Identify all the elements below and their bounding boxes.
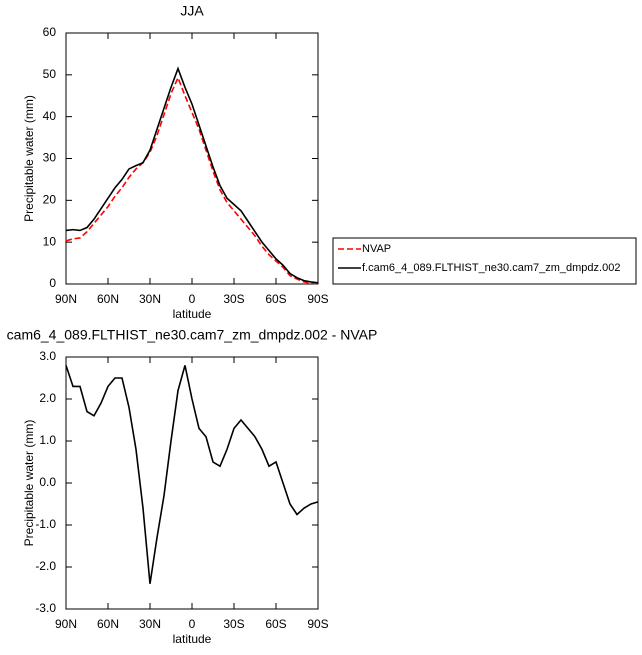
x-tick-label: 60S bbox=[265, 617, 286, 631]
x-tick-label: 30N bbox=[139, 292, 161, 306]
y-axis-label: Precipitable water (mm) bbox=[22, 95, 36, 222]
x-tick-label: 30S bbox=[223, 292, 244, 306]
chart-title: JJA bbox=[180, 3, 204, 19]
y-tick-label: 50 bbox=[43, 67, 57, 81]
x-tick-label: 90S bbox=[307, 617, 328, 631]
x-tick-label: 90S bbox=[307, 292, 328, 306]
y-tick-label: 0.0 bbox=[39, 475, 56, 489]
x-tick-label: 0 bbox=[189, 617, 196, 631]
y-tick-label: 60 bbox=[43, 25, 57, 39]
x-tick-label: 60N bbox=[97, 292, 119, 306]
x-tick-label: 30S bbox=[223, 617, 244, 631]
x-tick-label: 0 bbox=[189, 292, 196, 306]
x-tick-label: 60N bbox=[97, 617, 119, 631]
y-tick-label: 10 bbox=[43, 234, 57, 248]
data-line bbox=[65, 66, 319, 284]
x-axis-label: latitude bbox=[173, 307, 212, 321]
y-tick-label: 3.0 bbox=[39, 349, 56, 363]
x-tick-label: 90N bbox=[55, 617, 77, 631]
legend-label: NVAP bbox=[362, 243, 391, 255]
x-axis-label: latitude bbox=[173, 632, 212, 646]
chart-title: cam6_4_089.FLTHIST_ne30.cam7_zm_dmpdz.00… bbox=[7, 327, 378, 343]
y-tick-label: 1.0 bbox=[39, 433, 56, 447]
y-tick-label: 0 bbox=[49, 276, 56, 290]
y-tick-label: 30 bbox=[43, 151, 57, 165]
data-line bbox=[65, 365, 319, 584]
y-tick-label: -3.0 bbox=[35, 601, 56, 615]
data-line bbox=[65, 75, 319, 285]
y-tick-label: 40 bbox=[43, 109, 57, 123]
x-tick-label: 60S bbox=[265, 292, 286, 306]
y-tick-label: -1.0 bbox=[35, 517, 56, 531]
y-axis-label: Precipitable water (mm) bbox=[22, 420, 36, 547]
plot-frame bbox=[65, 32, 319, 285]
y-tick-label: 2.0 bbox=[39, 391, 56, 405]
x-tick-label: 90N bbox=[55, 292, 77, 306]
legend-label: f.cam6_4_089.FLTHIST_ne30.cam7_zm_dmpdz.… bbox=[362, 262, 620, 274]
x-tick-label: 30N bbox=[139, 617, 161, 631]
y-tick-label: 20 bbox=[43, 193, 57, 207]
y-tick-label: -2.0 bbox=[35, 559, 56, 573]
legend-box bbox=[332, 237, 637, 285]
